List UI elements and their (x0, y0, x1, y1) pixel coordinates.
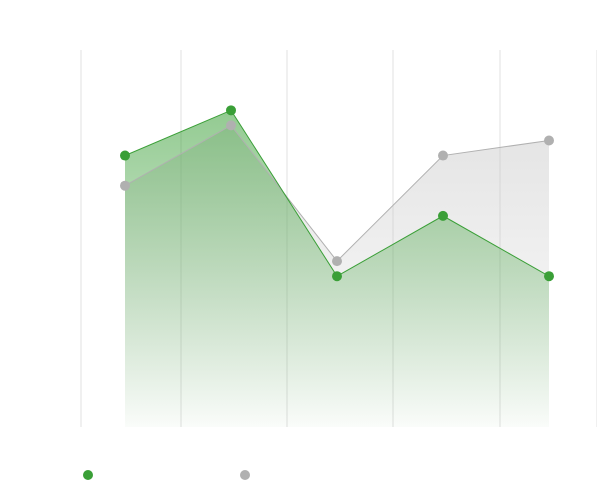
point-series-2-5[interactable] (544, 135, 554, 146)
point-series-1-5[interactable] (544, 271, 554, 282)
legend-marker-series-2 (240, 470, 250, 480)
legend-item-series-2[interactable] (240, 470, 397, 480)
series-points (120, 105, 554, 282)
series-areas (125, 110, 549, 428)
point-series-1-2[interactable] (226, 105, 236, 116)
point-series-1-1[interactable] (120, 150, 130, 161)
point-series-2-1[interactable] (120, 180, 130, 191)
point-series-2-2[interactable] (226, 120, 236, 131)
point-series-1-3[interactable] (332, 271, 342, 282)
area-series-1 (125, 110, 549, 427)
legend (83, 470, 397, 480)
legend-item-series-1[interactable] (83, 470, 240, 480)
legend-marker-series-1 (83, 470, 93, 480)
point-series-1-4[interactable] (438, 210, 448, 221)
point-series-2-4[interactable] (438, 150, 448, 161)
point-series-2-3[interactable] (332, 256, 342, 267)
